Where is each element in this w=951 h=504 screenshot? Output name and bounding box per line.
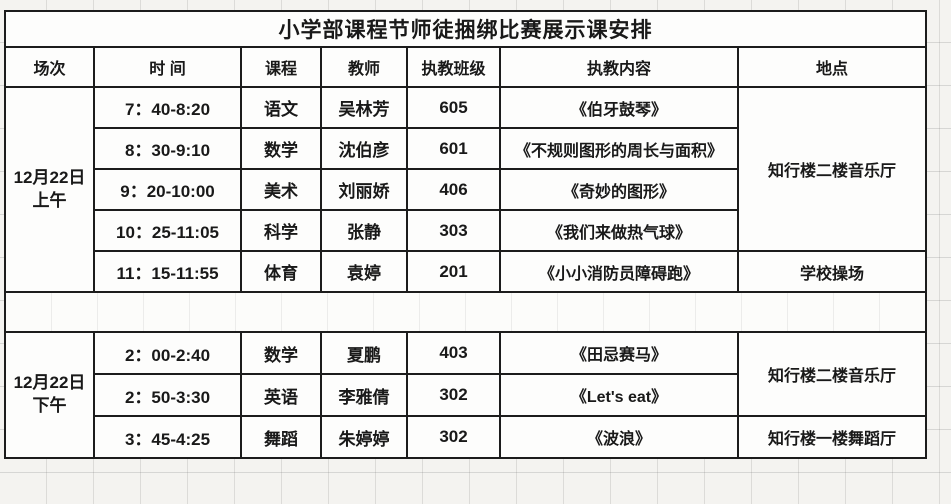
cell-class: 302: [406, 415, 501, 459]
spacer-row: [3, 291, 928, 333]
header-subject: 课程: [240, 46, 322, 88]
cell-time: 9：20-10:00: [93, 168, 242, 211]
cell-subject: 科学: [240, 209, 322, 252]
cell-teacher: 张静: [320, 209, 408, 252]
cell-time: 8：30-9:10: [93, 127, 242, 170]
cell-time: 11：15-11:55: [93, 250, 242, 293]
cell-content: 《田忌赛马》: [499, 331, 739, 375]
cell-subject: 英语: [240, 373, 322, 417]
cell-subject: 舞蹈: [240, 415, 322, 459]
cell-subject: 体育: [240, 250, 322, 293]
cell-subject: 数学: [240, 331, 322, 375]
cell-content: 《伯牙鼓琴》: [499, 86, 739, 129]
cell-content: 《奇妙的图形》: [499, 168, 739, 211]
table-row: 2：50-3:30 英语 李雅倩 302 《Let's eat》: [5, 373, 926, 417]
session-period: 上午: [32, 190, 67, 210]
header-session: 场次: [4, 46, 95, 88]
table-row: 11：15-11:55 体育 袁婷 201 《小小消防员障碍跑》 学校操场: [5, 250, 928, 293]
cell-location-afternoon: 知行楼二楼音乐厅: [736, 331, 928, 417]
table-row: 9：20-10:00 美术 刘丽娇 406 《奇妙的图形》: [5, 168, 926, 211]
cell-session-morning: 12月22日 上午: [4, 86, 95, 293]
page-title: 小学部课程节师徒捆绑比赛展示课安排: [3, 10, 928, 48]
table-row: 12月22日 上午 7：40-8:20 语文 吴林芳 605 《伯牙鼓琴》 知行…: [4, 86, 928, 293]
table-row: 8：30-9:10 数学 沈伯彦 601 《不规则图形的周长与面积》: [5, 127, 926, 170]
cell-teacher: 刘丽娇: [320, 168, 408, 211]
cell-class: 605: [406, 86, 501, 129]
header-location: 地点: [736, 46, 928, 88]
cell-class: 302: [406, 373, 501, 417]
cell-class: 601: [406, 127, 501, 170]
header-row: 场次 时 间 课程 教师 执教班级 执教内容 地点: [4, 46, 928, 88]
title-row: 小学部课程节师徒捆绑比赛展示课安排: [3, 10, 928, 48]
cell-session-afternoon: 12月22日 下午: [4, 331, 95, 459]
cell-teacher: 夏鹏: [320, 331, 408, 375]
cell-teacher: 袁婷: [320, 250, 408, 293]
schedule-sheet: 小学部课程节师徒捆绑比赛展示课安排 场次 时 间 课程 教师 执教班级 执教内容…: [3, 10, 928, 459]
session-date: 12月22日: [13, 373, 86, 393]
table-row: 10：25-11:05 科学 张静 303 《我们来做热气球》: [5, 209, 926, 252]
cell-class: 303: [406, 209, 501, 252]
cell-teacher: 沈伯彦: [320, 127, 408, 170]
cell-teacher: 李雅倩: [320, 373, 408, 417]
table-row: 3：45-4:25 舞蹈 朱婷婷 302 《波浪》 知行楼一楼舞蹈厅: [5, 415, 928, 459]
cell-time: 2：00-2:40: [93, 331, 242, 375]
cell-subject: 数学: [240, 127, 322, 170]
cell-location: 知行楼一楼舞蹈厅: [736, 415, 928, 459]
header-class: 执教班级: [406, 46, 501, 88]
cell-content: 《波浪》: [499, 415, 739, 459]
cell-time: 3：45-4:25: [93, 415, 242, 459]
cell-time: 2：50-3:30: [93, 373, 242, 417]
session-date: 12月22日: [13, 167, 86, 187]
header-content: 执教内容: [499, 46, 739, 88]
cell-location: 学校操场: [736, 250, 928, 293]
header-time: 时 间: [93, 46, 242, 88]
header-teacher: 教师: [320, 46, 408, 88]
cell-content: 《不规则图形的周长与面积》: [499, 127, 739, 170]
cell-content: 《Let's eat》: [499, 373, 739, 417]
cell-time: 7：40-8:20: [93, 86, 242, 129]
cell-subject: 语文: [240, 86, 322, 129]
cell-class: 201: [406, 250, 501, 293]
cell-teacher: 朱婷婷: [320, 415, 408, 459]
cell-class: 403: [406, 331, 501, 375]
spacer-cell: [3, 291, 928, 333]
cell-content: 《我们来做热气球》: [499, 209, 739, 252]
cell-location-morning: 知行楼二楼音乐厅: [736, 86, 928, 252]
table-row: 12月22日 下午 2：00-2:40 数学 夏鹏 403 《田忌赛马》 知行楼…: [4, 331, 928, 459]
schedule-table: 小学部课程节师徒捆绑比赛展示课安排 场次 时 间 课程 教师 执教班级 执教内容…: [3, 10, 928, 459]
cell-content: 《小小消防员障碍跑》: [499, 250, 739, 293]
session-period: 下午: [32, 396, 67, 415]
cell-teacher: 吴林芳: [320, 86, 408, 129]
cell-time: 10：25-11:05: [93, 209, 242, 252]
cell-subject: 美术: [240, 168, 322, 211]
cell-class: 406: [406, 168, 501, 211]
